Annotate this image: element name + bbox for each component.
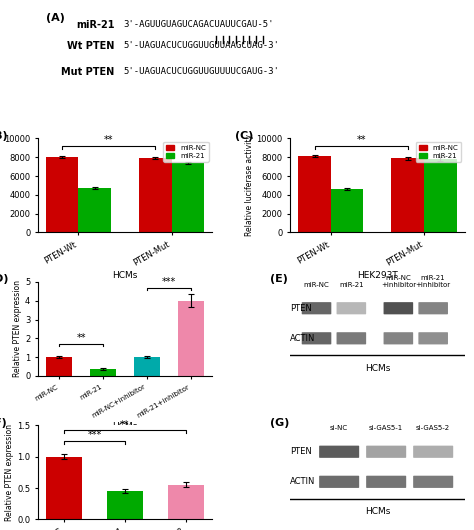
Text: miR-NC
+inhibitor: miR-NC +inhibitor — [381, 275, 416, 288]
Text: miR-NC: miR-NC — [304, 281, 329, 288]
Bar — [298, 156, 331, 232]
FancyBboxPatch shape — [337, 332, 366, 344]
Text: **: ** — [356, 135, 366, 145]
Bar — [107, 491, 143, 519]
Text: 3'-AGUUGUAGUCAGACUAUUCGAU-5': 3'-AGUUGUAGUCAGACUAUUCGAU-5' — [123, 20, 274, 29]
Bar — [424, 159, 456, 232]
Legend: miR-NC, miR-21: miR-NC, miR-21 — [164, 142, 209, 162]
Bar — [46, 157, 78, 232]
X-axis label: HEK293T: HEK293T — [357, 271, 398, 280]
Bar — [392, 158, 424, 232]
Text: (E): (E) — [270, 275, 287, 285]
Text: ACTIN: ACTIN — [291, 478, 316, 487]
Text: si-GAS5-1: si-GAS5-1 — [369, 425, 403, 431]
FancyBboxPatch shape — [319, 446, 359, 458]
Y-axis label: Relative luciferase activity: Relative luciferase activity — [245, 135, 254, 236]
FancyBboxPatch shape — [413, 476, 453, 488]
Bar — [168, 485, 204, 519]
FancyBboxPatch shape — [337, 302, 366, 314]
Text: (G): (G) — [270, 418, 289, 428]
X-axis label: HCMs: HCMs — [112, 422, 137, 431]
FancyBboxPatch shape — [383, 332, 413, 344]
Text: (B): (B) — [0, 131, 8, 141]
Bar — [172, 163, 204, 232]
Bar — [178, 301, 204, 376]
FancyBboxPatch shape — [383, 302, 413, 314]
Text: **: ** — [104, 135, 113, 145]
FancyBboxPatch shape — [302, 332, 331, 344]
Text: (C): (C) — [235, 131, 253, 141]
Text: **: ** — [120, 420, 130, 429]
FancyBboxPatch shape — [319, 476, 359, 488]
Bar — [78, 188, 111, 232]
FancyBboxPatch shape — [419, 302, 448, 314]
FancyBboxPatch shape — [366, 476, 406, 488]
Bar — [90, 369, 116, 376]
Text: si-NC: si-NC — [330, 425, 348, 431]
Bar — [46, 457, 82, 519]
Text: miR-21
+inhibitor: miR-21 +inhibitor — [416, 275, 451, 288]
FancyBboxPatch shape — [302, 302, 331, 314]
Legend: miR-NC, miR-21: miR-NC, miR-21 — [416, 142, 461, 162]
Bar — [331, 189, 364, 232]
Bar — [134, 357, 160, 376]
Text: Mut PTEN: Mut PTEN — [62, 67, 115, 77]
Text: HCMs: HCMs — [365, 364, 390, 373]
Text: ***: *** — [162, 277, 176, 287]
Text: HCMs: HCMs — [365, 507, 390, 516]
Bar — [46, 357, 72, 376]
FancyBboxPatch shape — [366, 446, 406, 458]
Text: 5'-UAGUACUCUGGUUGUUUUCGAUG-3': 5'-UAGUACUCUGGUUGUUUUCGAUG-3' — [123, 67, 279, 76]
Text: miR-21: miR-21 — [339, 281, 364, 288]
Text: si-GAS5-2: si-GAS5-2 — [416, 425, 450, 431]
Text: miR-21: miR-21 — [76, 20, 115, 30]
Bar — [371, 301, 381, 346]
Text: PTEN: PTEN — [291, 447, 312, 456]
FancyBboxPatch shape — [413, 446, 453, 458]
Text: **: ** — [76, 333, 86, 343]
Text: PTEN: PTEN — [291, 304, 312, 313]
Bar — [139, 158, 172, 232]
Text: 5'-UAGUACUCUGGUUGUUAAGCUAG-3': 5'-UAGUACUCUGGUUGUUAAGCUAG-3' — [123, 41, 279, 50]
Text: ACTIN: ACTIN — [291, 334, 316, 343]
Y-axis label: Relative PTEN expression: Relative PTEN expression — [13, 280, 22, 377]
Text: (D): (D) — [0, 275, 9, 285]
Text: (A): (A) — [46, 13, 65, 23]
Y-axis label: Relative luciferase activity: Relative luciferase activity — [0, 135, 1, 236]
Y-axis label: Relative PTEN expression: Relative PTEN expression — [5, 424, 14, 521]
Text: (F): (F) — [0, 418, 7, 428]
X-axis label: HCMs: HCMs — [112, 271, 137, 280]
Text: Wt PTEN: Wt PTEN — [67, 41, 115, 51]
Text: ***: *** — [87, 429, 101, 439]
FancyBboxPatch shape — [419, 332, 448, 344]
